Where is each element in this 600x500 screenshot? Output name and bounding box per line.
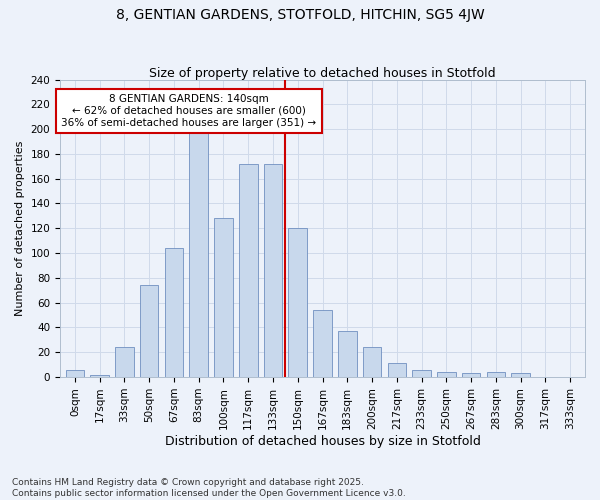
Bar [115, 348, 134, 377]
Bar [511, 374, 530, 377]
Text: Contains HM Land Registry data © Crown copyright and database right 2025.
Contai: Contains HM Land Registry data © Crown c… [12, 478, 406, 498]
X-axis label: Distribution of detached houses by size in Stotfold: Distribution of detached houses by size … [164, 434, 481, 448]
Bar [214, 218, 233, 377]
Bar [388, 364, 406, 377]
Bar [363, 348, 382, 377]
Bar [140, 286, 158, 377]
Bar [239, 164, 257, 377]
Text: 8 GENTIAN GARDENS: 140sqm
← 62% of detached houses are smaller (600)
36% of semi: 8 GENTIAN GARDENS: 140sqm ← 62% of detac… [61, 94, 316, 128]
Bar [487, 372, 505, 377]
Bar [65, 370, 84, 377]
Text: 8, GENTIAN GARDENS, STOTFOLD, HITCHIN, SG5 4JW: 8, GENTIAN GARDENS, STOTFOLD, HITCHIN, S… [116, 8, 484, 22]
Bar [437, 372, 455, 377]
Bar [338, 331, 356, 377]
Y-axis label: Number of detached properties: Number of detached properties [15, 140, 25, 316]
Title: Size of property relative to detached houses in Stotfold: Size of property relative to detached ho… [149, 66, 496, 80]
Bar [289, 228, 307, 377]
Bar [462, 374, 481, 377]
Bar [412, 370, 431, 377]
Bar [264, 164, 282, 377]
Bar [164, 248, 183, 377]
Bar [91, 374, 109, 377]
Bar [313, 310, 332, 377]
Bar [190, 129, 208, 377]
